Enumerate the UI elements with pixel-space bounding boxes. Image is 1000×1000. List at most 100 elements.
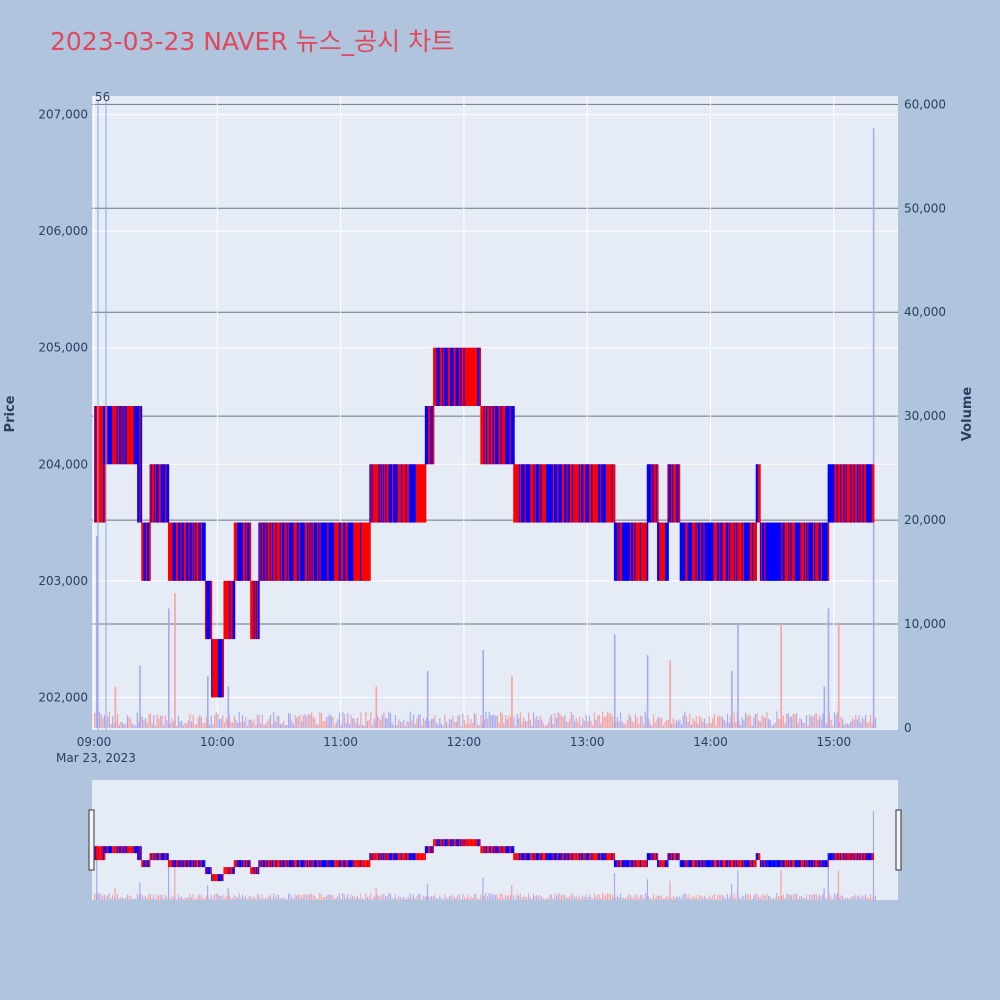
mini-volume-bar [325,895,327,900]
mini-candle [384,853,386,861]
candle [463,347,466,407]
candle [505,406,507,465]
candle [760,522,763,581]
volume-bar [725,722,727,728]
candle [183,522,186,581]
candle [358,522,361,581]
mini-candle [484,846,487,854]
y2-tick-label: 10,000 [904,617,946,631]
candle [693,522,695,581]
volume-bar [148,714,150,728]
mini-candle [108,846,110,854]
mini-candle [759,860,762,868]
mini-candle [381,853,384,861]
mini-volume-spike [207,885,209,900]
mini-volume-bar [832,899,834,900]
mini-candle [342,860,344,868]
volume-bar [401,722,403,728]
mini-volume-bar [666,896,668,900]
mini-volume-spike [511,885,513,900]
candle [115,406,118,465]
mini-volume-bar [628,894,630,900]
candle [781,522,783,581]
volume-bar [707,723,709,728]
candle [213,639,215,698]
mini-candle [270,860,273,868]
mini-candle [838,853,841,861]
candle [627,522,630,581]
mini-volume-bar [164,894,166,900]
mini-candle [781,860,783,868]
mini-volume-bar [835,894,837,900]
candle [737,522,739,581]
candle [192,522,195,581]
candle [417,464,420,523]
candle [171,522,173,581]
mini-candle [821,860,824,868]
candle [95,406,97,523]
mini-candle [165,853,167,861]
mini-volume-bar [774,897,776,900]
range-slider-handle-left[interactable] [88,809,95,871]
candle [410,464,412,523]
volume-bar [853,719,855,728]
candle [663,522,666,581]
mini-candle [330,860,332,868]
mini-candle [175,860,178,868]
candle [741,522,744,581]
candle [425,406,428,465]
mini-candle [538,853,540,861]
mini-candle [685,860,687,868]
volume-bar [366,721,369,728]
candle [114,406,117,465]
mini-candle [863,853,866,861]
candle [302,522,305,581]
mini-candle [671,853,674,861]
mini-volume-bar [269,894,271,900]
range-slider-handle-right[interactable] [895,809,902,871]
mini-candle [482,846,484,854]
mini-candle [646,853,648,861]
range-slider-background[interactable] [92,780,898,900]
volume-bar [662,725,665,728]
volume-bar [636,717,638,728]
volume-bar [608,713,610,728]
mini-candle [429,846,431,854]
marker-label: 56 [95,90,110,104]
mini-volume-bar [391,897,393,900]
mini-candle [775,860,777,868]
candle [239,522,241,581]
candle [452,347,454,407]
mini-volume-bar [738,896,740,900]
candle [352,522,354,581]
candle [130,406,132,465]
candle [696,522,699,581]
mini-volume-bar [656,896,658,900]
mini-volume-bar [634,893,636,900]
volume-bar [771,725,773,728]
candle [863,464,866,523]
mini-candle [307,860,309,868]
mini-candle [344,860,346,868]
mini-candle [814,860,816,868]
y2-axis-title: Volume [960,387,975,442]
mini-volume-bar [151,898,153,900]
volume-bar [153,715,155,728]
candle [203,522,205,581]
mini-candle [498,846,500,854]
mini-volume-bar [440,898,442,900]
candle [460,347,462,407]
volume-bar [353,718,355,728]
candle [172,522,175,581]
volume-bar [107,716,109,728]
candle [124,406,127,465]
mini-volume-bar [458,894,460,900]
candle [146,522,149,581]
candle [859,464,861,523]
mini-volume-bar [350,894,352,900]
candle [442,347,444,407]
volume-bar [197,717,199,728]
mini-volume-bar [467,894,469,900]
mini-candle [327,860,329,868]
candle [680,522,683,581]
